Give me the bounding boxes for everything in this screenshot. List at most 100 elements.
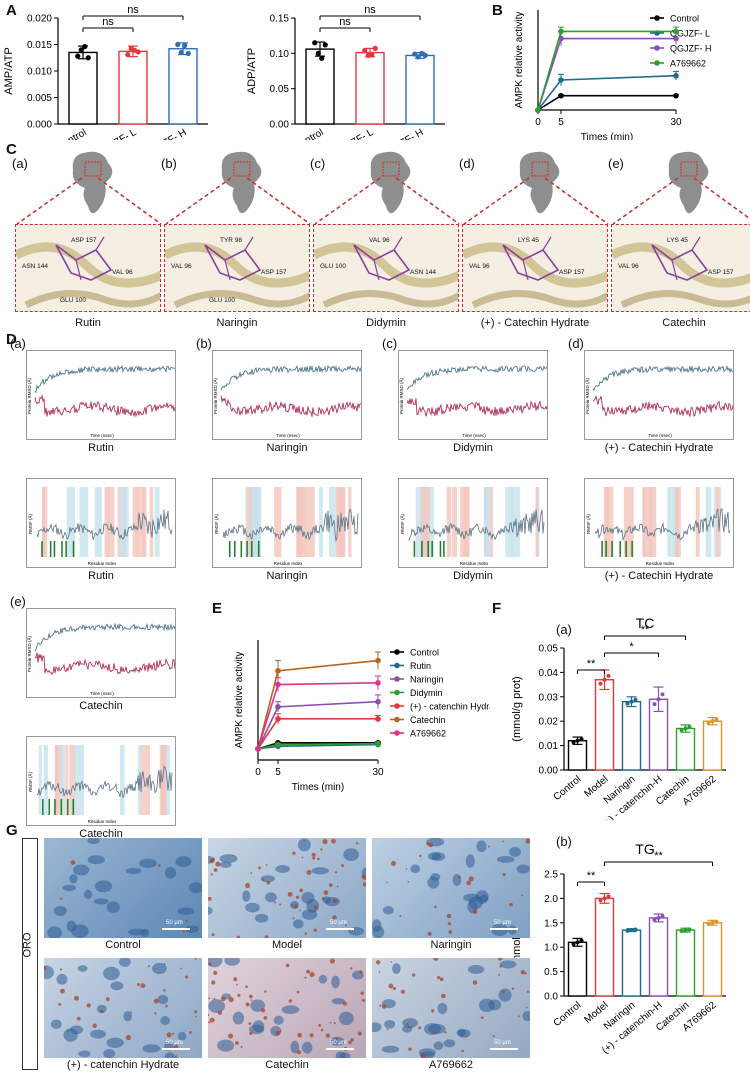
oro-stain-image: 50 µm: [44, 838, 202, 938]
panel-label-b: B: [492, 2, 503, 19]
ligand-rmsd-line: [220, 395, 361, 417]
lipid-droplet: [220, 996, 226, 1002]
lipid-droplet: [59, 968, 63, 971]
rmsf-line: [36, 765, 173, 799]
lipid-droplet: [154, 1012, 157, 1015]
lipid-droplet: [59, 897, 63, 900]
lipid-droplet: [526, 990, 530, 994]
contact-bar: [67, 799, 69, 815]
scale-bar: [162, 1048, 190, 1050]
cell-nucleus: [250, 999, 266, 1012]
lipid-droplet: [348, 1040, 352, 1045]
rmsd-y-label: Protein RMSD (Å): [585, 377, 590, 414]
bar: [305, 48, 335, 125]
lipid-droplet: [211, 933, 215, 937]
data-point: [375, 680, 381, 686]
residue-label: ASP 157: [71, 237, 97, 244]
docking-compound-name: Rutin: [75, 317, 101, 329]
lipid-droplet: [431, 1009, 435, 1013]
lipid-droplet: [257, 866, 261, 870]
adp-atp-bar-chart: 0.00 0.05 0.10 0.15 ADP/ATP Control QGJZF- L QG…: [246, 4, 445, 140]
tg-bar-chart: 0.00.51.01.52.02.5(mmol/g prot)TGControl…: [511, 841, 726, 1056]
cell-nucleus: [185, 925, 199, 933]
lipid-droplet: [405, 868, 408, 870]
lipid-droplet: [323, 890, 329, 896]
cell-nucleus: [103, 966, 120, 981]
data-point: [629, 928, 634, 933]
data-point: [656, 915, 661, 920]
lipid-droplet: [295, 895, 300, 899]
legend-label: Naringin: [410, 675, 444, 685]
lipid-droplet: [189, 1030, 192, 1034]
lipid-droplet: [318, 1023, 322, 1027]
rmsd-x-label: Time (nsec): [462, 433, 486, 438]
cell-nucleus: [496, 856, 515, 863]
data-point: [571, 740, 576, 745]
legend-label: Control: [670, 14, 699, 24]
cell-nucleus: [255, 913, 269, 923]
lipid-droplet: [185, 919, 188, 922]
lipid-droplet: [66, 1029, 70, 1032]
md-sub-label: (e): [10, 594, 26, 609]
oro-stain-texture: [47, 838, 202, 938]
contact-bar: [240, 541, 243, 557]
data-point: [575, 738, 580, 743]
cell-nucleus: [273, 1015, 284, 1025]
cell-nucleus: [275, 865, 291, 873]
lipid-droplet: [433, 958, 439, 961]
rmsd-x-label: Time (nsec): [648, 433, 672, 438]
lipid-droplet: [359, 970, 363, 974]
rmsf-x-label: Residue Index: [88, 819, 118, 824]
cell-nucleus: [392, 963, 401, 975]
secondary-structure-band: [274, 487, 282, 557]
docking-detail-image: [16, 236, 160, 309]
lipid-droplet: [332, 898, 338, 904]
lipid-droplet: [341, 864, 345, 868]
md-compound-name: Rutin: [88, 442, 114, 454]
residue-label: VAL 96: [469, 263, 490, 270]
protein-surface-image: [370, 151, 411, 214]
contact-bar: [60, 799, 63, 815]
lipid-droplet: [304, 932, 308, 935]
md-compound-name: Naringin: [266, 570, 308, 582]
contact-bar: [234, 541, 236, 557]
secondary-structure-band: [74, 745, 84, 815]
lipid-droplet: [336, 885, 339, 888]
secondary-structure-band: [605, 487, 609, 557]
oro-image-caption: Naringin: [430, 939, 472, 951]
lipid-droplet: [309, 1033, 314, 1038]
cell-nucleus: [164, 1052, 176, 1058]
residue-label: TYR 98: [220, 237, 243, 244]
data-point: [660, 914, 665, 919]
data-point: [683, 726, 688, 731]
data-point: [255, 746, 261, 752]
scale-bar-label: 50 µm: [330, 1040, 347, 1046]
secondary-structure-band: [713, 487, 719, 557]
lipid-droplet: [313, 928, 317, 932]
x-tick-label: 0: [535, 117, 541, 128]
secondary-structure-band: [65, 745, 69, 815]
legend-label: A769662: [670, 59, 706, 69]
lipid-droplet: [58, 1002, 62, 1006]
contact-bar: [619, 541, 621, 557]
ribbon: [16, 242, 160, 288]
zoom-line-right: [395, 177, 460, 225]
cell-nucleus: [292, 919, 304, 929]
binding-site-box: [382, 161, 400, 177]
lipid-droplet: [240, 1045, 243, 1048]
md-compound-name: Catechin: [79, 700, 123, 712]
lipid-droplet: [296, 1049, 302, 1055]
ligand-rmsd-line: [34, 394, 175, 418]
protein-surface-shape: [72, 151, 113, 214]
docking-detail-box: LYS 45 VAL 96 ASP 157: [462, 224, 608, 312]
cell-nucleus: [465, 854, 475, 868]
protein-rmsd-line: [592, 364, 733, 392]
docking-sub-label: (b): [161, 156, 177, 171]
oro-stain-image: 50 µm: [372, 838, 530, 938]
y-tick-label: 0.0: [544, 992, 558, 1003]
bar: [621, 929, 642, 997]
lipid-droplet: [279, 903, 282, 906]
data-point: [78, 47, 84, 53]
panel-f-sub-b: (b): [556, 834, 572, 849]
y-tick-label: 0.010: [27, 67, 52, 78]
